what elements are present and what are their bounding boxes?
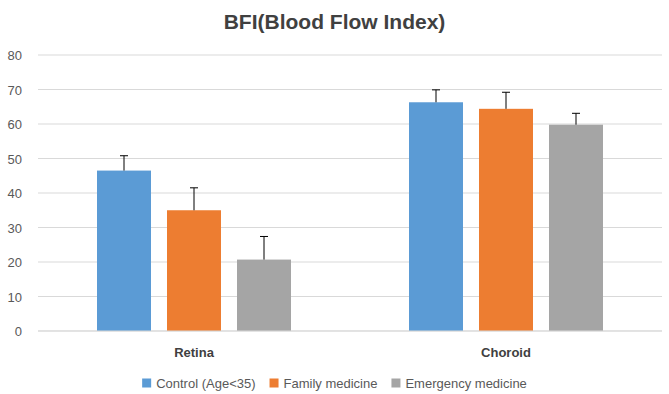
category-label: Retina xyxy=(174,345,215,360)
error-bar xyxy=(502,92,510,109)
y-tick-label: 50 xyxy=(8,152,22,167)
y-tick-label: 40 xyxy=(8,186,22,201)
legend-label: Control (Age<35) xyxy=(156,376,255,391)
bar xyxy=(479,109,533,331)
legend-swatch xyxy=(142,379,151,388)
y-tick-label: 10 xyxy=(8,290,22,305)
y-tick-label: 60 xyxy=(8,117,22,132)
category-label: Choroid xyxy=(481,345,531,360)
grid-line xyxy=(38,124,662,125)
grid-line xyxy=(38,331,662,332)
error-bar xyxy=(260,236,268,259)
legend-label: Emergency medicine xyxy=(405,376,526,391)
legend-swatch xyxy=(391,379,400,388)
error-bar xyxy=(572,113,580,124)
error-bar xyxy=(432,90,440,102)
bar xyxy=(549,125,603,331)
y-tick-label: 0 xyxy=(15,324,22,339)
bar xyxy=(167,210,221,331)
bar xyxy=(237,260,291,331)
grid-line xyxy=(38,89,662,90)
marks xyxy=(97,90,603,331)
y-tick-label: 30 xyxy=(8,221,22,236)
bar xyxy=(409,102,463,331)
grid-line xyxy=(38,55,662,56)
chart: BFI(Blood Flow Index) 0 10 20 30 40 50 60 70 80 Re… xyxy=(0,0,669,394)
legend-swatch xyxy=(270,379,279,388)
error-bar xyxy=(120,156,128,171)
bar xyxy=(97,171,151,331)
y-tick-label: 80 xyxy=(8,48,22,63)
legend-label: Family medicine xyxy=(284,376,378,391)
background xyxy=(0,0,669,394)
title: BFI(Blood Flow Index) xyxy=(224,10,446,33)
legend: Control (Age<35) Family medicine Emergency… xyxy=(142,376,527,391)
y-tick-label: 20 xyxy=(8,255,22,270)
error-bar xyxy=(190,188,198,210)
y-tick-label: 70 xyxy=(8,83,22,98)
x-axis-line xyxy=(38,331,662,332)
